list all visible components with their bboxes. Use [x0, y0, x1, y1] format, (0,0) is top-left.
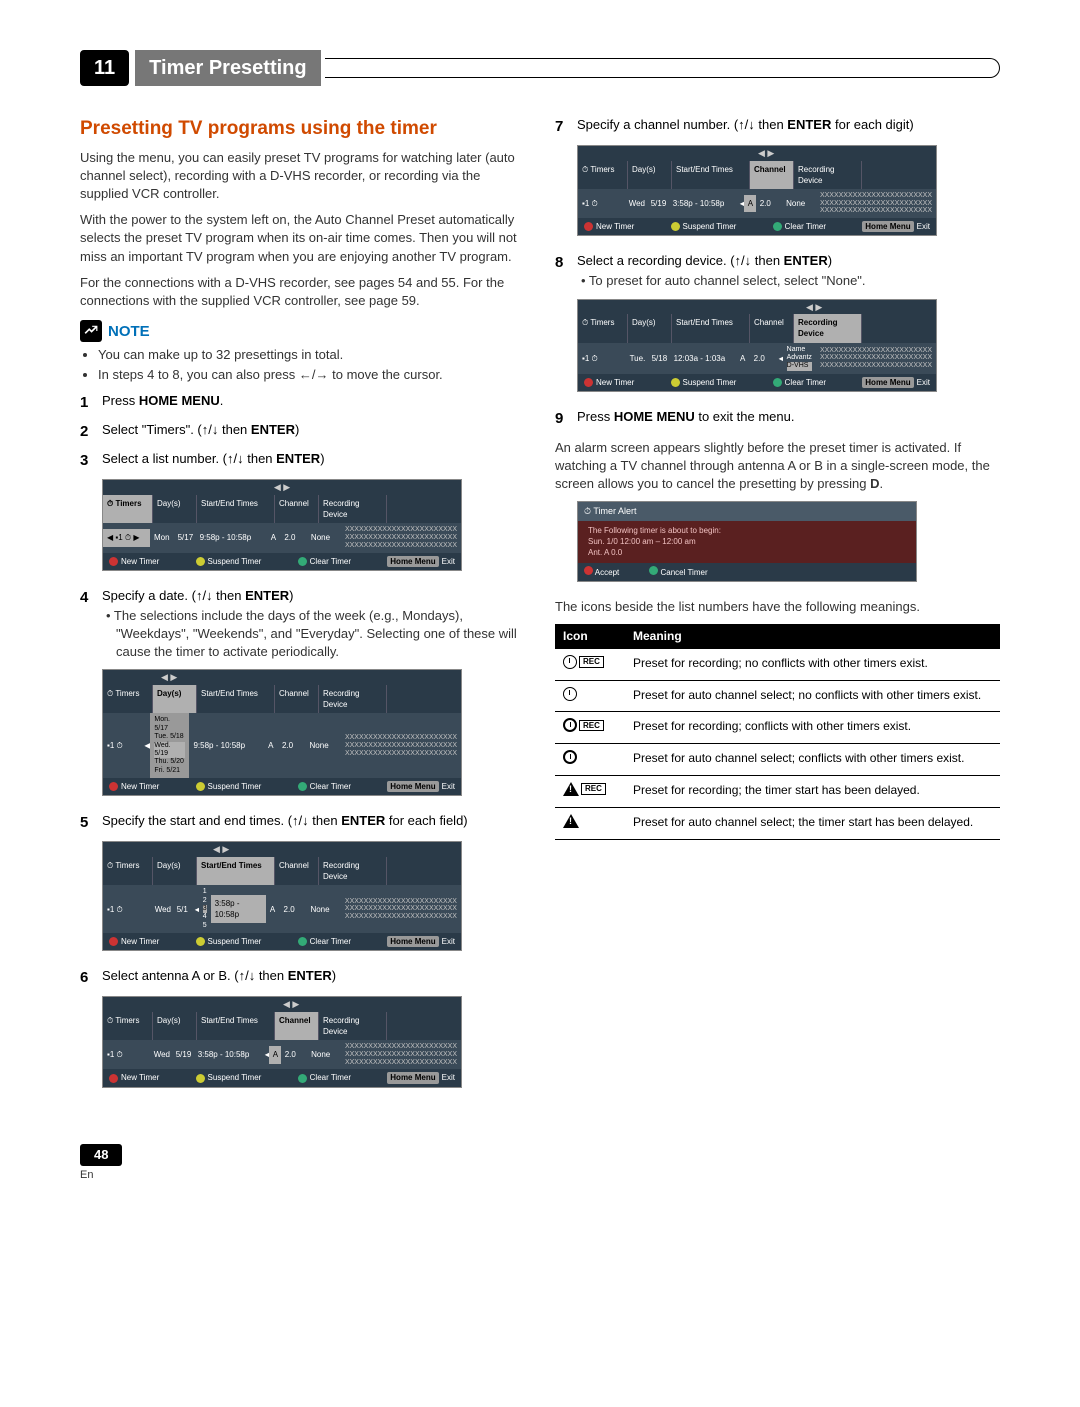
page-lang: En	[80, 1168, 1000, 1183]
note-item: In steps 4 to 8, you can also press ←/→ …	[98, 366, 525, 384]
icon-table-intro: The icons beside the list numbers have t…	[555, 598, 1000, 616]
icon-meaning-table: Icon Meaning REC Preset for recording; n…	[555, 624, 1000, 840]
step-7: Specify a channel number. (↑/↓ then ENTE…	[577, 116, 1000, 137]
step-number: 7	[555, 116, 577, 137]
alarm-paragraph: An alarm screen appears slightly before …	[555, 439, 1000, 494]
note-icon	[80, 320, 102, 342]
note-label: NOTE	[108, 321, 150, 342]
icon-clock	[563, 687, 577, 701]
step-8: Select a recording device. (↑/↓ then ENT…	[577, 252, 1000, 290]
step-number: 8	[555, 252, 577, 290]
col-meaning: Meaning	[625, 624, 1000, 649]
step-number: 2	[80, 421, 102, 442]
step-number: 5	[80, 812, 102, 833]
osd-screenshot-step5: ◀ ▶ ⏱ Timers Day(s) Start/End Times Chan…	[102, 841, 462, 951]
step-number: 9	[555, 408, 577, 429]
icon-warning	[563, 814, 579, 828]
section-title: Presetting TV programs using the timer	[80, 116, 525, 143]
chapter-title: Timer Presetting	[135, 50, 320, 86]
intro-para-1: Using the menu, you can easily preset TV…	[80, 149, 525, 204]
note-header: NOTE	[80, 320, 525, 342]
step-6: Select antenna A or B. (↑/↓ then ENTER)	[102, 967, 525, 988]
meaning-text: Preset for auto channel select; no confl…	[625, 680, 1000, 712]
osd-screenshot-step6: ◀ ▶ ⏱ Timers Day(s) Start/End Times Chan…	[102, 996, 462, 1087]
right-column: 7 Specify a channel number. (↑/↓ then EN…	[555, 116, 1000, 1104]
timer-alert-screenshot: ⏱ Timer Alert The Following timer is abo…	[577, 501, 917, 581]
step-9: Press HOME MENU to exit the menu.	[577, 408, 1000, 429]
meaning-text: Preset for recording; conflicts with oth…	[625, 712, 1000, 744]
icon-rec-clock: REC	[563, 655, 604, 669]
col-icon: Icon	[555, 624, 625, 649]
meaning-text: Preset for recording; the timer start ha…	[625, 776, 1000, 808]
step-8-sub: • To preset for auto channel select, sel…	[577, 272, 1000, 290]
icon-no-circle	[563, 750, 577, 764]
chapter-header: 11 Timer Presetting	[80, 50, 1000, 86]
step-number: 1	[80, 392, 102, 413]
osd-screenshot-step4: ◀ ▶ ⏱ Timers Day(s) Start/End Times Chan…	[102, 669, 462, 796]
left-column: Presetting TV programs using the timer U…	[80, 116, 525, 1104]
icon-rec-warning: REC	[563, 782, 606, 796]
osd-screenshot-step3: ◀ ▶ ⏱ Timers Day(s) Start/End Times Chan…	[102, 479, 462, 570]
step-number: 4	[80, 587, 102, 662]
note-item: You can make up to 32 presettings in tot…	[98, 346, 525, 364]
osd-screenshot-step7: ◀ ▶ ⏱ Timers Day(s) Start/End Times Chan…	[577, 145, 937, 236]
intro-para-2: With the power to the system left on, th…	[80, 211, 525, 266]
step-number: 3	[80, 450, 102, 471]
icon-rec-no-circle: REC	[563, 718, 604, 732]
note-list: You can make up to 32 presettings in tot…	[80, 346, 525, 384]
step-4: Specify a date. (↑/↓ then ENTER) • The s…	[102, 587, 525, 662]
meaning-text: Preset for auto channel select; conflict…	[625, 744, 1000, 776]
page-number: 48	[80, 1144, 122, 1166]
step-2: Select "Timers". (↑/↓ then ENTER)	[102, 421, 525, 442]
step-number: 6	[80, 967, 102, 988]
step-3: Select a list number. (↑/↓ then ENTER)	[102, 450, 525, 471]
intro-para-3: For the connections with a D-VHS recorde…	[80, 274, 525, 310]
step-1: Press HOME MENU.	[102, 392, 525, 413]
meaning-text: Preset for recording; no conflicts with …	[625, 649, 1000, 680]
osd-screenshot-step8: ◀ ▶ ⏱ Timers Day(s) Start/End Times Chan…	[577, 299, 937, 392]
step-5: Specify the start and end times. (↑/↓ th…	[102, 812, 525, 833]
step-4-sub: • The selections include the days of the…	[102, 607, 525, 662]
chapter-rule	[325, 58, 1000, 78]
chapter-number: 11	[80, 50, 129, 86]
meaning-text: Preset for auto channel select; the time…	[625, 807, 1000, 839]
